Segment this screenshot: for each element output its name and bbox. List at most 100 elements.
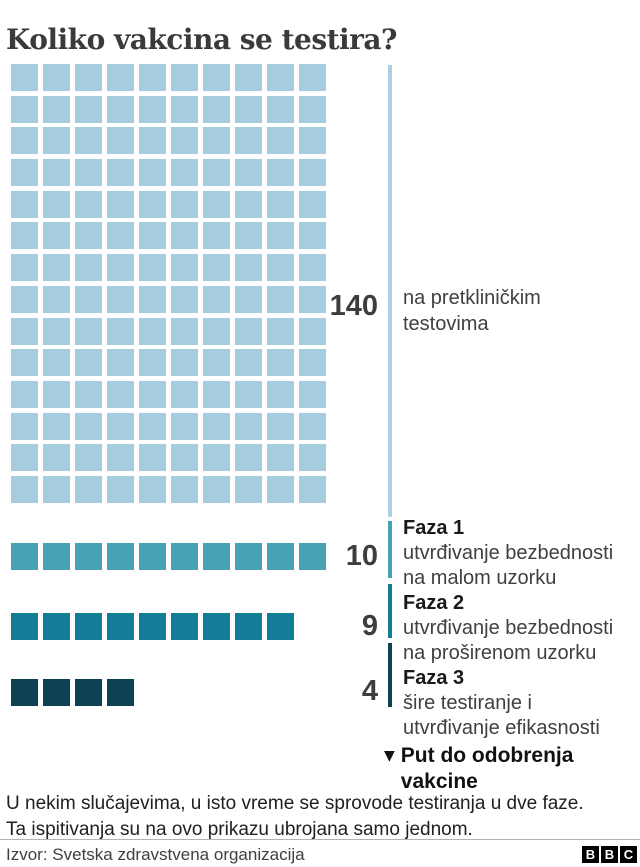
unit-square bbox=[107, 254, 134, 282]
unit-square bbox=[171, 64, 198, 91]
bbc-logo-letter: C bbox=[620, 846, 637, 863]
unit-square bbox=[203, 613, 230, 640]
unit-square bbox=[43, 64, 70, 91]
unit-square bbox=[299, 190, 326, 218]
unit-square bbox=[11, 475, 38, 503]
unit-square bbox=[299, 444, 326, 472]
unit-square bbox=[139, 285, 166, 313]
unit-square bbox=[299, 254, 326, 282]
unit-square bbox=[11, 613, 38, 640]
unit-square bbox=[107, 679, 134, 706]
unit-square bbox=[171, 127, 198, 155]
faza1-heading: Faza 1 bbox=[403, 517, 465, 539]
unit-square bbox=[299, 380, 326, 408]
unit-square bbox=[235, 64, 262, 91]
bbc-logo: B B C bbox=[582, 846, 637, 863]
unit-square bbox=[107, 613, 134, 640]
path-to-approval-label: ▼ Put do odobrenja vakcine bbox=[384, 743, 573, 795]
unit-square bbox=[43, 222, 70, 250]
unit-square bbox=[107, 64, 134, 91]
unit-square bbox=[107, 222, 134, 250]
unit-square bbox=[107, 380, 134, 408]
unit-square bbox=[107, 285, 134, 313]
unit-square bbox=[107, 127, 134, 155]
faza2-unit-row bbox=[11, 613, 294, 640]
unit-square bbox=[75, 380, 102, 408]
unit-square bbox=[43, 679, 70, 706]
axis-segment-faza1 bbox=[388, 521, 392, 578]
text-line: vakcine bbox=[400, 770, 478, 793]
text-line: utvrđivanje bezbednosti bbox=[403, 542, 614, 564]
faza1-unit-row bbox=[11, 543, 326, 570]
unit-square bbox=[107, 412, 134, 440]
label-faza2: Faza 2 utvrđivanje bezbednosti na prošire… bbox=[403, 591, 613, 666]
unit-square bbox=[75, 254, 102, 282]
unit-square bbox=[75, 159, 102, 187]
faza2-heading: Faza 2 bbox=[403, 592, 465, 614]
chart-title: Koliko vakcina se testira? bbox=[6, 22, 397, 56]
unit-square bbox=[203, 222, 230, 250]
unit-square bbox=[107, 475, 134, 503]
unit-square bbox=[203, 543, 230, 570]
unit-square bbox=[139, 127, 166, 155]
down-triangle-icon: ▼ bbox=[384, 748, 395, 764]
unit-square bbox=[299, 349, 326, 377]
unit-square bbox=[235, 475, 262, 503]
faza3-heading: Faza 3 bbox=[403, 667, 465, 689]
unit-square bbox=[43, 190, 70, 218]
unit-square bbox=[107, 190, 134, 218]
unit-square bbox=[11, 127, 38, 155]
unit-square bbox=[299, 412, 326, 440]
unit-square bbox=[203, 317, 230, 345]
unit-square bbox=[75, 190, 102, 218]
unit-square bbox=[139, 349, 166, 377]
unit-square bbox=[171, 285, 198, 313]
unit-square bbox=[203, 475, 230, 503]
unit-square bbox=[171, 613, 198, 640]
unit-square bbox=[43, 159, 70, 187]
unit-square bbox=[203, 444, 230, 472]
text-line: na proširenom uzorku bbox=[403, 642, 597, 664]
unit-square bbox=[299, 95, 326, 123]
unit-square bbox=[75, 64, 102, 91]
unit-square bbox=[11, 679, 38, 706]
unit-square bbox=[171, 95, 198, 123]
label-preclinical: na pretkliničkim testovima bbox=[403, 285, 541, 337]
text-line: na pretkliničkim bbox=[403, 287, 541, 309]
unit-square bbox=[299, 317, 326, 345]
unit-square bbox=[299, 64, 326, 91]
faza3-description: šire testiranje i utvrđivanje efikasnosti bbox=[403, 691, 600, 741]
unit-square bbox=[267, 317, 294, 345]
unit-square bbox=[11, 64, 38, 91]
count-faza3: 4 bbox=[361, 675, 378, 707]
unit-square bbox=[107, 543, 134, 570]
unit-square bbox=[11, 254, 38, 282]
faza1-description: utvrđivanje bezbednosti na malom uzorku bbox=[403, 541, 613, 591]
unit-square bbox=[203, 127, 230, 155]
unit-square bbox=[299, 222, 326, 250]
unit-square bbox=[235, 159, 262, 187]
unit-square bbox=[235, 222, 262, 250]
axis-segment-faza3 bbox=[388, 643, 392, 707]
unit-square bbox=[203, 159, 230, 187]
unit-square bbox=[11, 349, 38, 377]
unit-square bbox=[299, 285, 326, 313]
unit-square bbox=[139, 254, 166, 282]
unit-square bbox=[203, 380, 230, 408]
unit-square bbox=[139, 190, 166, 218]
axis-segment-faza2 bbox=[388, 584, 392, 638]
unit-square bbox=[139, 543, 166, 570]
unit-square bbox=[235, 254, 262, 282]
source-attribution: Izvor: Svetska zdravstvena organizacija bbox=[6, 845, 305, 864]
unit-square bbox=[235, 349, 262, 377]
unit-square bbox=[75, 613, 102, 640]
unit-square bbox=[139, 412, 166, 440]
unit-square bbox=[107, 317, 134, 345]
unit-square bbox=[107, 159, 134, 187]
unit-square bbox=[139, 613, 166, 640]
unit-square bbox=[107, 444, 134, 472]
unit-square bbox=[43, 317, 70, 345]
unit-square bbox=[139, 64, 166, 91]
text-line: na malom uzorku bbox=[403, 567, 557, 589]
unit-square bbox=[267, 349, 294, 377]
